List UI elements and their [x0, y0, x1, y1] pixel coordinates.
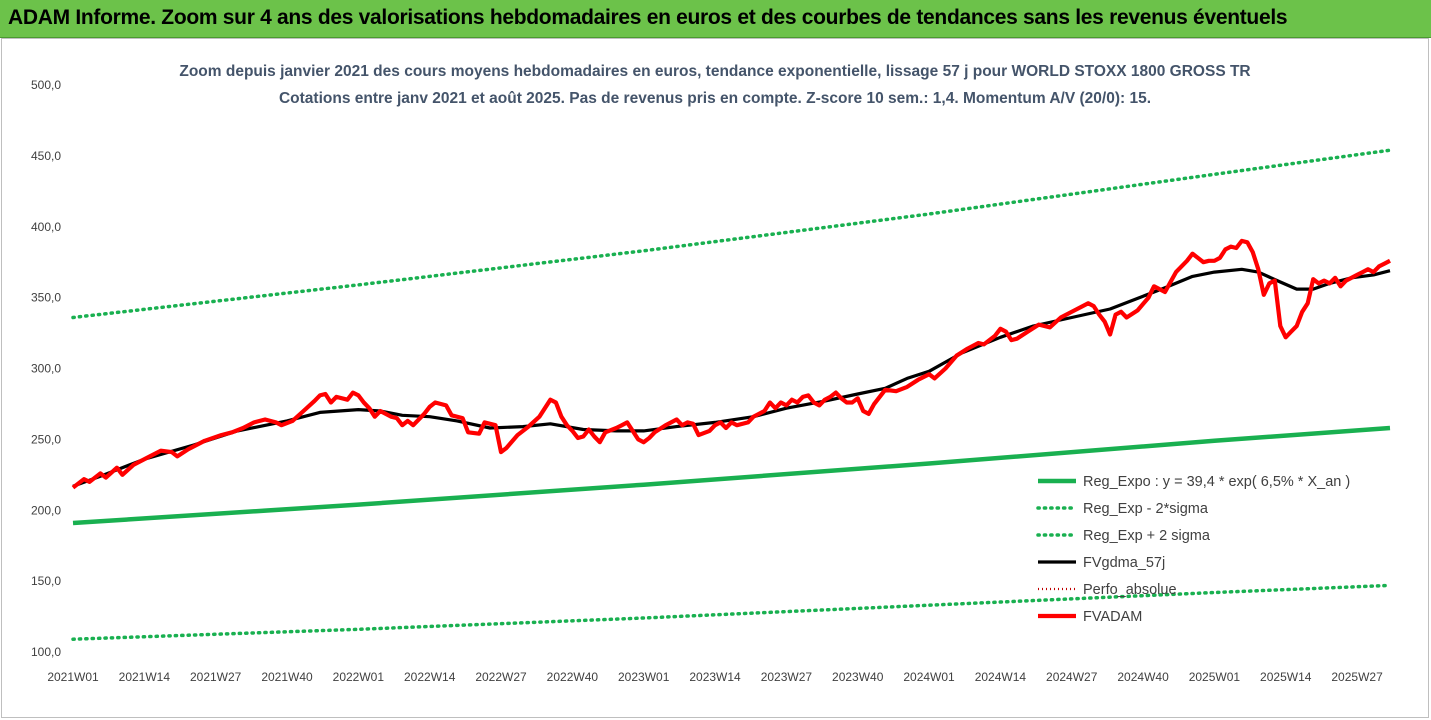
banner-title: ADAM Informe. Zoom sur 4 ans des valoris… [8, 6, 1288, 29]
y-tick-label: 100,0 [31, 645, 61, 659]
chart-title-line-2: Cotations entre janv 2021 et août 2025. … [279, 90, 1151, 107]
y-tick-label: 350,0 [31, 291, 61, 305]
y-tick-label: 200,0 [31, 503, 61, 517]
x-tick-label: 2025W27 [1331, 670, 1383, 684]
series-line-2 [71, 148, 1392, 320]
chart-frame [1, 38, 1429, 718]
x-tick-label: 2024W01 [903, 670, 955, 684]
y-axis: 100,0 150,0 200,0 250,0 300,0 350,0 400,0 450,0… [31, 78, 61, 659]
legend-label: Reg_Exp - 2*sigma [1083, 501, 1209, 517]
x-tick-label: 2021W40 [261, 670, 313, 684]
series-line-5 [71, 238, 1391, 490]
x-tick-label: 2025W14 [1260, 670, 1312, 684]
x-tick-label: 2024W40 [1117, 670, 1169, 684]
y-tick-label: 150,0 [31, 574, 61, 588]
report-banner: ADAM Informe. Zoom sur 4 ans des valoris… [0, 0, 1431, 38]
x-tick-label: 2022W01 [333, 670, 385, 684]
legend-label: FVgdma_57j [1083, 555, 1165, 571]
legend: Reg_Expo : y = 39,4 * exp( 6,5% * X_an )… [1036, 474, 1350, 625]
x-tick-label: 2022W14 [404, 670, 456, 684]
series-line-1 [71, 583, 1392, 641]
x-tick-label: 2021W01 [47, 670, 99, 684]
x-tick-label: 2023W27 [761, 670, 813, 684]
x-tick-label: 2023W40 [832, 670, 884, 684]
x-tick-label: 2024W27 [1046, 670, 1098, 684]
y-tick-label: 300,0 [31, 362, 61, 376]
legend-label: Perfo_absolue [1083, 582, 1177, 598]
y-tick-label: 250,0 [31, 432, 61, 446]
x-tick-label: 2023W14 [689, 670, 741, 684]
series-line-0 [72, 425, 1391, 526]
x-axis: 2021W01 2021W14 2021W27 2021W40 2022W01 2022W… [47, 670, 1383, 684]
x-tick-label: 2024W14 [975, 670, 1027, 684]
x-tick-label: 2025W01 [1189, 670, 1241, 684]
x-tick-label: 2022W27 [475, 670, 527, 684]
x-tick-label: 2023W01 [618, 670, 670, 684]
legend-label: FVADAM [1083, 609, 1142, 625]
x-tick-label: 2021W14 [119, 670, 171, 684]
y-tick-label: 450,0 [31, 149, 61, 163]
y-tick-label: 500,0 [31, 78, 61, 92]
y-tick-label: 400,0 [31, 220, 61, 234]
x-tick-label: 2022W40 [547, 670, 599, 684]
series-line-3 [72, 267, 1391, 488]
legend-label: Reg_Exp + 2 sigma [1083, 528, 1211, 544]
plot-area [71, 148, 1392, 641]
chart-title-line-1: Zoom depuis janvier 2021 des cours moyen… [179, 63, 1250, 80]
legend-label: Reg_Expo : y = 39,4 * exp( 6,5% * X_an ) [1083, 474, 1350, 490]
x-tick-label: 2021W27 [190, 670, 242, 684]
